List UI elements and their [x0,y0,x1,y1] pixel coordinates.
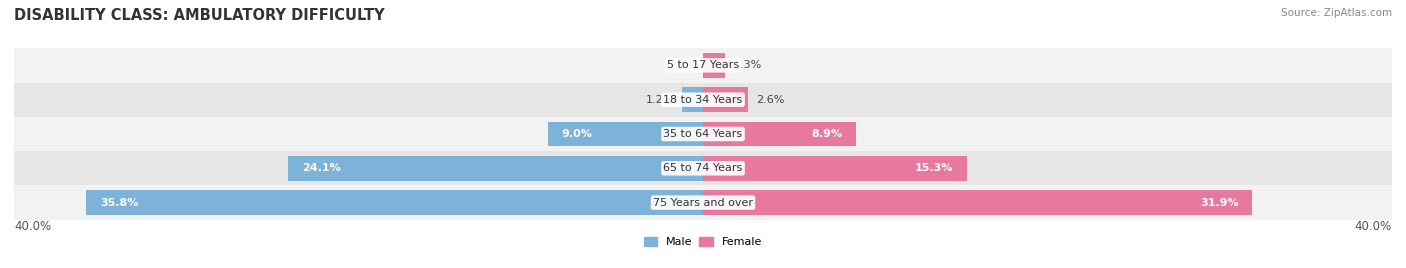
Text: 35 to 64 Years: 35 to 64 Years [664,129,742,139]
Text: 1.2%: 1.2% [645,95,673,105]
Text: 2.6%: 2.6% [756,95,785,105]
Text: 0.0%: 0.0% [666,60,695,70]
Text: 40.0%: 40.0% [14,220,51,233]
Bar [703,190,1253,215]
Text: 8.9%: 8.9% [811,129,842,139]
Bar [14,83,1392,117]
Text: 18 to 34 Years: 18 to 34 Years [664,95,742,105]
Text: Source: ZipAtlas.com: Source: ZipAtlas.com [1281,8,1392,18]
Bar [14,185,1392,220]
Text: 5 to 17 Years: 5 to 17 Years [666,60,740,70]
Text: 40.0%: 40.0% [1355,220,1392,233]
Text: 35.8%: 35.8% [100,198,139,208]
Bar [682,87,703,112]
Bar [703,156,966,181]
Text: 15.3%: 15.3% [914,163,953,173]
Text: 75 Years and over: 75 Years and over [652,198,754,208]
Legend: Male, Female: Male, Female [640,233,766,252]
Text: 24.1%: 24.1% [302,163,340,173]
Bar [14,48,1392,83]
Bar [14,117,1392,151]
Bar [548,122,703,146]
Bar [14,151,1392,185]
Text: 31.9%: 31.9% [1201,198,1239,208]
Bar [86,190,703,215]
Bar [703,122,856,146]
Text: 9.0%: 9.0% [562,129,593,139]
Text: 1.3%: 1.3% [734,60,762,70]
Text: 65 to 74 Years: 65 to 74 Years [664,163,742,173]
Bar [703,87,748,112]
Bar [703,53,725,78]
Text: DISABILITY CLASS: AMBULATORY DIFFICULTY: DISABILITY CLASS: AMBULATORY DIFFICULTY [14,8,385,23]
Bar [288,156,703,181]
